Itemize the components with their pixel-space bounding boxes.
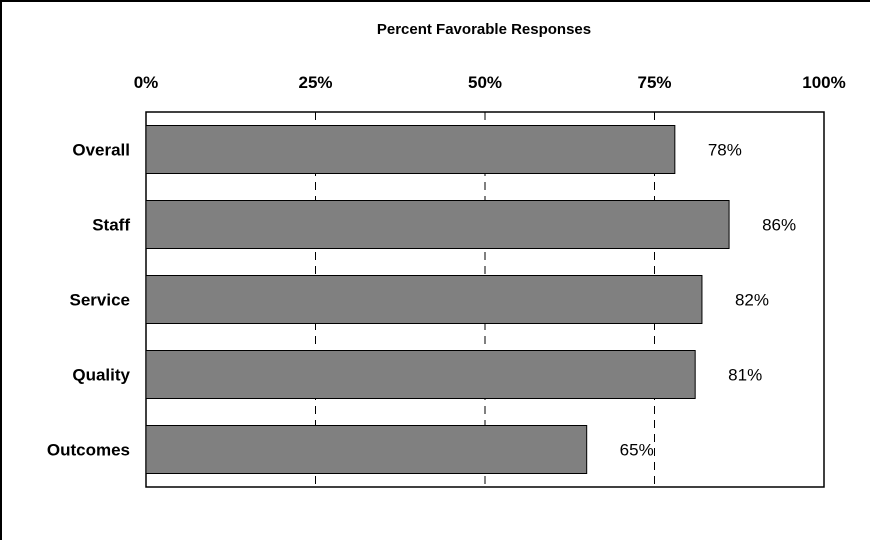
value-label: 81%: [728, 366, 762, 385]
bar-outcomes: [145, 425, 588, 474]
bar-staff: [145, 200, 730, 249]
category-label: Overall: [72, 141, 130, 160]
category-label: Service: [70, 291, 131, 310]
value-label: 78%: [708, 141, 742, 160]
x-tick-label: 25%: [298, 73, 332, 92]
bar-overall: [145, 125, 676, 174]
x-tick-label: 0%: [134, 73, 159, 92]
value-labels: 78% 86% 82% 81% 65%: [620, 141, 796, 460]
bar-service: [145, 275, 703, 324]
x-tick-label: 75%: [637, 73, 671, 92]
x-axis-tick-labels: 0% 25% 50% 75% 100%: [134, 73, 846, 92]
value-label: 82%: [735, 291, 769, 310]
value-label: 65%: [620, 441, 654, 460]
x-tick-label: 50%: [468, 73, 502, 92]
category-label: Staff: [92, 216, 130, 235]
chart-title: Percent Favorable Responses: [377, 21, 591, 38]
category-label: Outcomes: [47, 441, 130, 460]
category-label: Quality: [72, 366, 130, 385]
value-label: 86%: [762, 216, 796, 235]
category-labels: Overall Staff Service Quality Outcomes: [47, 141, 131, 460]
bar-quality: [145, 350, 696, 399]
bars: [145, 125, 730, 474]
x-tick-label: 100%: [802, 73, 845, 92]
